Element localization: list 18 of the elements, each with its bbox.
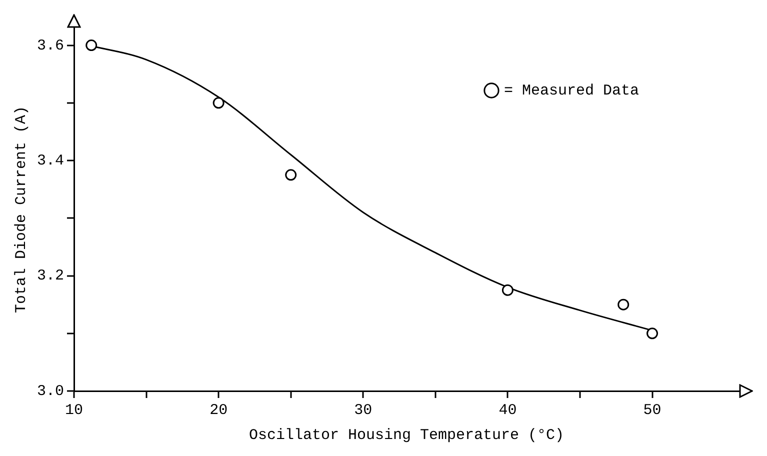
point xyxy=(285,169,297,181)
point xyxy=(212,97,224,109)
y-tick-label: 3.2 xyxy=(36,268,64,285)
legend-label: = Measured Data xyxy=(504,82,640,100)
y-tick-label: 3.6 xyxy=(36,37,64,54)
y-axis-title: Total Diode Current (A) xyxy=(12,106,30,314)
x-tick-label: 10 xyxy=(64,402,84,419)
point xyxy=(646,328,658,340)
y-tick-label: 3.4 xyxy=(36,152,64,170)
y-tick-label: 3.0 xyxy=(36,382,64,400)
x-tick-label: 50 xyxy=(643,402,662,419)
x-axis-title: Oscillator Housing Temperature (°C) xyxy=(248,426,564,444)
point xyxy=(86,40,98,52)
x-tick-label: 30 xyxy=(354,402,372,419)
x-tick-label: 40 xyxy=(498,402,517,419)
point xyxy=(618,298,630,310)
x-tick-label: 20 xyxy=(210,402,228,419)
point xyxy=(502,284,514,296)
